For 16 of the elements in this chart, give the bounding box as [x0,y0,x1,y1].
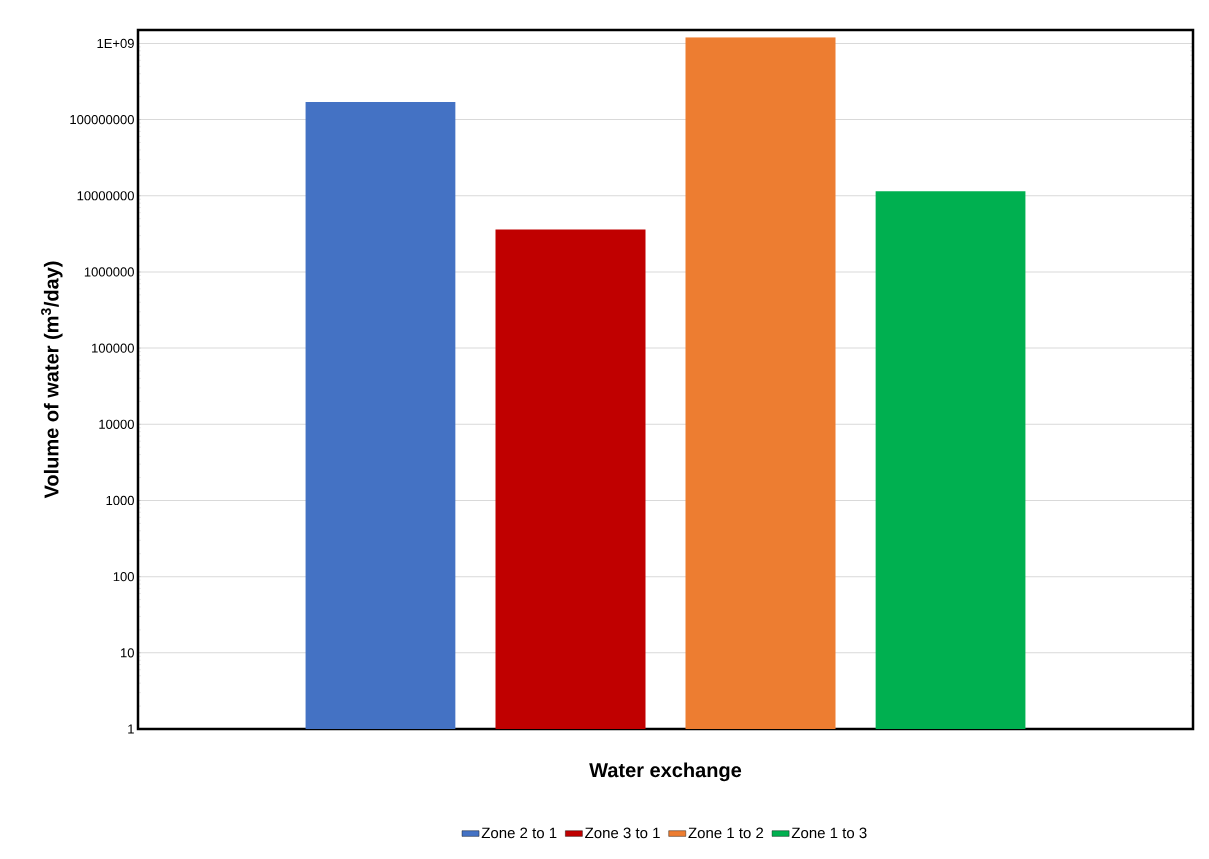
x-axis-title: Water exchange [589,762,742,782]
legend-label: Zone 3 to 1 [585,827,660,839]
y-tick-label: 1 [128,724,134,734]
y-tick-label: 1E+09 [97,38,134,49]
y-tick-label: 100000000 [70,114,134,125]
legend-label: Zone 2 to 1 [481,827,557,839]
y-tick-label: 1000 [106,495,134,506]
y-tick-label: 100000 [92,343,134,353]
y-tick-label: 10000 [99,419,134,429]
y-tick-label: 100 [113,572,134,582]
y-tick-label: 10000000 [77,191,134,201]
y-tick-label: 1000000 [84,267,134,277]
y-axis-title: Volume of water (m$^{3}$/day) [41,261,63,499]
y-tick-label: 10 [121,648,134,658]
legend-label: Zone 1 to 3 [791,827,867,839]
legend-label: Zone 1 to 2 [688,827,764,839]
